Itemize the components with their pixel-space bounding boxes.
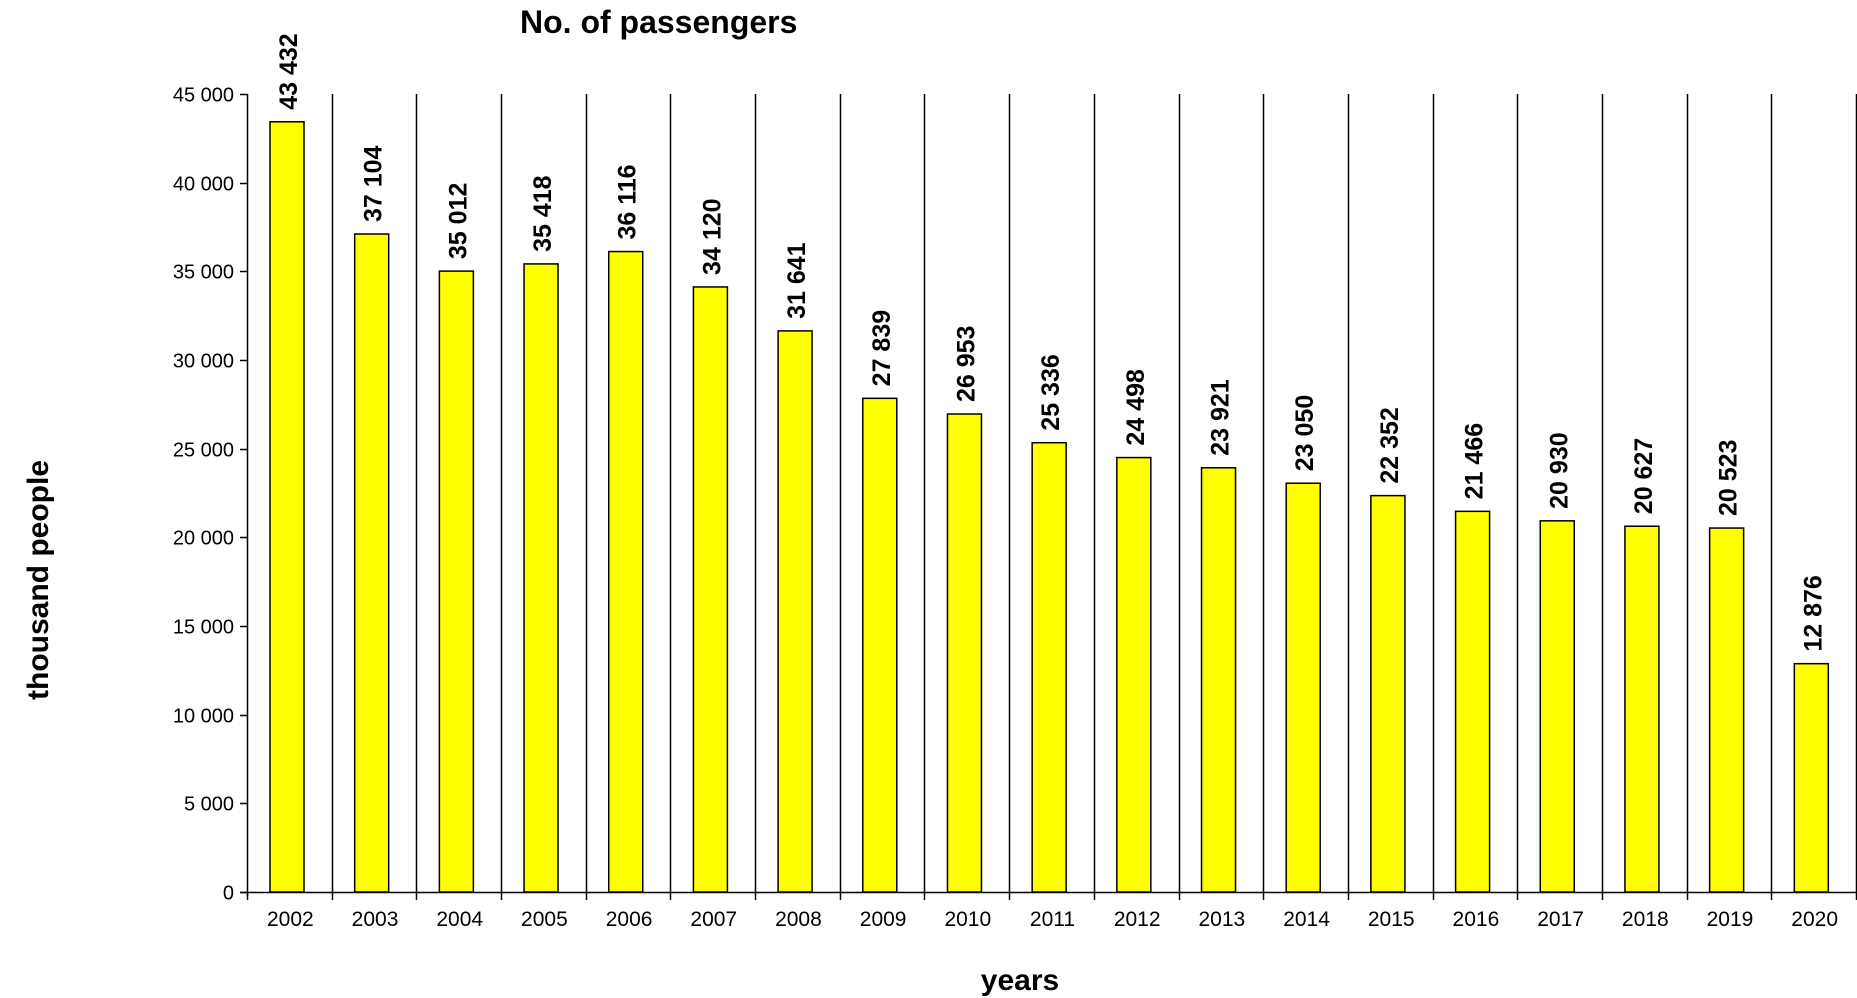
data-label: 23 050 [1291, 395, 1319, 471]
bar [1200, 467, 1237, 893]
x-tick-label: 2010 [944, 908, 991, 931]
x-tick-label: 2007 [690, 908, 737, 931]
chart-title: No. of passengers [520, 4, 797, 40]
bar [862, 397, 898, 893]
data-label: 26 953 [952, 326, 980, 402]
y-tick-label: 15 000 [173, 617, 234, 639]
x-tick-label: 2002 [267, 908, 314, 931]
bar [1370, 494, 1406, 893]
y-tick-label: 20 000 [173, 528, 234, 550]
data-label: 35 418 [529, 175, 557, 252]
data-label: 25 336 [1037, 354, 1065, 430]
data-label: 21 466 [1461, 423, 1489, 499]
bar [1116, 456, 1152, 893]
data-label: 31 641 [783, 242, 811, 319]
bar [692, 286, 729, 893]
x-axis: 2002 2003 2004 2005 2006 2007 2008 2009 2010 2011… [240, 891, 1857, 931]
data-label: 20 523 [1715, 440, 1743, 516]
x-tick-label: 2005 [521, 908, 568, 931]
y-tick-label: 35 000 [173, 262, 234, 284]
x-tick-label: 2012 [1114, 908, 1161, 931]
data-label: 36 116 [614, 164, 642, 239]
x-tick-label: 2006 [606, 908, 653, 931]
y-axis-label: thousand people [22, 460, 55, 700]
bar [1624, 525, 1660, 893]
y-tick-label: 5 000 [184, 794, 234, 816]
bar [353, 233, 390, 893]
x-tick-label: 2014 [1283, 908, 1330, 931]
bar [1539, 520, 1576, 893]
data-label: 22 352 [1376, 407, 1404, 483]
y-tick-label: 10 000 [173, 706, 234, 728]
bar [269, 121, 305, 893]
data-label: 37 104 [360, 145, 388, 222]
bar [438, 270, 475, 893]
bar [607, 250, 644, 893]
data-label: 35 012 [444, 183, 472, 259]
x-tick-label: 2015 [1368, 908, 1415, 931]
y-tick-label: 0 [223, 883, 234, 905]
data-label: 20 627 [1630, 438, 1658, 514]
x-tick-label: 2017 [1537, 908, 1584, 931]
y-tick-label: 40 000 [173, 174, 234, 196]
x-tick-label: 2019 [1707, 908, 1754, 931]
data-label: 24 498 [1122, 369, 1150, 446]
y-tick-label: 30 000 [173, 351, 234, 373]
data-label: 34 120 [698, 198, 726, 274]
x-tick-label: 2016 [1453, 908, 1500, 931]
y-axis: 0 5 000 10 000 15 000 20 000 25 000 30 000 35 0… [173, 85, 249, 905]
bar [946, 413, 983, 893]
bar [1285, 482, 1321, 893]
bar [777, 330, 813, 893]
x-tick-label: 2020 [1791, 908, 1838, 931]
bar [1793, 662, 1830, 893]
x-tick-label: 2003 [352, 908, 399, 931]
y-tick-label: 25 000 [173, 440, 234, 462]
data-label: 12 876 [1799, 575, 1827, 651]
x-tick-label: 2018 [1622, 908, 1669, 931]
data-label: 23 921 [1207, 379, 1235, 456]
data-label: 20 930 [1545, 432, 1573, 508]
bars-group [269, 121, 1830, 893]
bar [1031, 441, 1067, 893]
x-axis-label: years [981, 964, 1059, 997]
x-tick-label: 2011 [1030, 908, 1075, 931]
x-tick-label: 2004 [436, 908, 483, 931]
bar [1708, 527, 1745, 893]
bar [523, 263, 559, 893]
x-tick-label: 2013 [1199, 908, 1246, 931]
y-tick-label: 45 000 [173, 85, 234, 107]
x-tick-label: 2009 [860, 908, 907, 931]
data-label: 43 432 [275, 33, 303, 109]
value-labels-group: 43 432 37 104 35 012 35 418 36 116 34 120 31 6… [275, 33, 1827, 651]
x-tick-label: 2008 [775, 908, 822, 931]
data-label: 27 839 [868, 310, 896, 386]
bar [1454, 510, 1491, 893]
